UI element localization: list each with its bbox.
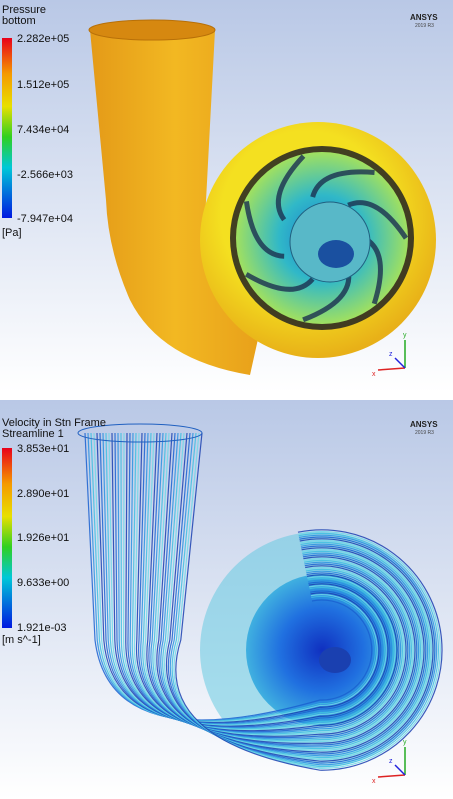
legend-title: Velocity in Stn Frame: [2, 417, 106, 429]
version: 2019 R3: [415, 430, 434, 436]
color-bar: [2, 448, 12, 628]
legend-unit: [m s^-1]: [2, 634, 41, 646]
axis-label: z: [389, 758, 393, 765]
legend-title: Pressure: [2, 4, 46, 16]
pipe-inlet: [77, 423, 203, 443]
legend-label: 2.890e+01: [17, 488, 69, 500]
legend-label: -7.947e+04: [17, 213, 73, 225]
axis-label: z: [389, 351, 393, 358]
blade: [310, 169, 375, 198]
legend-label: 1.512e+05: [17, 79, 69, 91]
legend-label: -2.566e+03: [17, 169, 73, 181]
version: 2019 R3: [415, 23, 434, 29]
pressure-panel: Pressure bottom 2.282e+05 1.512e+05 7.43…: [0, 0, 453, 392]
axis-label: y: [403, 332, 407, 339]
legend-label: 1.921e-03: [17, 622, 67, 634]
legend-label: 9.633e+00: [17, 577, 69, 589]
blade: [347, 200, 409, 240]
legend-label: 3.853e+01: [17, 443, 69, 455]
blade: [275, 154, 306, 222]
color-bar: [2, 38, 12, 218]
legend-label: 2.282e+05: [17, 33, 69, 45]
legend-label: 7.434e+04: [17, 124, 69, 136]
legend-label: 1.926e+01: [17, 532, 69, 544]
eye: [319, 647, 351, 673]
streamlines: [77, 423, 443, 771]
logo: ANSYS: [410, 420, 438, 429]
legend-subtitle: bottom: [2, 15, 36, 27]
axis-label: y: [403, 739, 407, 746]
logo: ANSYS: [410, 13, 438, 22]
streamline: [93, 432, 378, 723]
velocity-panel: Velocity in Stn Frame Streamline 1 3.853…: [0, 400, 453, 799]
legend-unit: [Pa]: [2, 227, 22, 239]
pipe: [90, 30, 260, 375]
blade: [244, 272, 315, 292]
axis-triad: y x z: [372, 332, 407, 378]
streamline: [96, 432, 380, 723]
axis-label: x: [372, 778, 376, 785]
pipe-inlet: [88, 19, 216, 41]
axis-triad: y x z: [372, 739, 407, 785]
eye: [318, 240, 354, 268]
axis-label: x: [372, 371, 376, 378]
blade: [243, 201, 285, 259]
legend-subtitle: Streamline 1: [2, 428, 64, 440]
streamline: [175, 432, 443, 771]
